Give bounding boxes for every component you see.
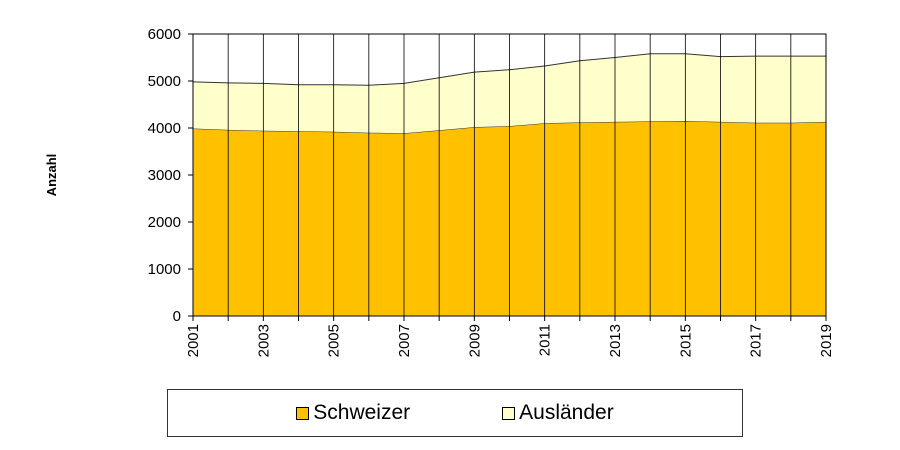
legend-label-schweizer: Schweizer — [313, 401, 411, 424]
x-tick-label: 2011 — [537, 324, 554, 356]
x-tick-label: 2001 — [185, 324, 202, 357]
legend: Schweizer Ausländer — [167, 389, 743, 437]
x-tick-label: 2003 — [255, 324, 272, 357]
x-tick-label: 2019 — [818, 324, 835, 357]
y-tick-label: 2000 — [148, 214, 181, 231]
y-tick-label: 0 — [173, 308, 181, 325]
legend-item-auslaender[interactable]: Ausländer — [502, 401, 614, 425]
x-tick-label: 2015 — [677, 324, 694, 357]
x-tick-label: 2013 — [607, 324, 624, 357]
legend-label-auslaender: Ausländer — [519, 401, 614, 424]
y-axis-title: Anzahl — [44, 154, 59, 197]
x-tick-label: 2017 — [748, 324, 765, 357]
y-tick-label: 3000 — [148, 167, 181, 184]
legend-swatch-auslaender — [502, 406, 516, 420]
legend-item-schweizer[interactable]: Schweizer — [296, 401, 410, 425]
y-tick-label: 4000 — [148, 120, 181, 137]
x-tick-label: 2005 — [326, 324, 343, 357]
y-tick-label: 6000 — [148, 26, 181, 43]
legend-swatch-schweizer — [296, 406, 310, 420]
y-tick-label: 5000 — [148, 73, 181, 90]
x-tick-label: 2007 — [396, 324, 413, 357]
y-tick-label: 1000 — [148, 261, 181, 278]
x-tick-label: 2009 — [466, 324, 483, 357]
